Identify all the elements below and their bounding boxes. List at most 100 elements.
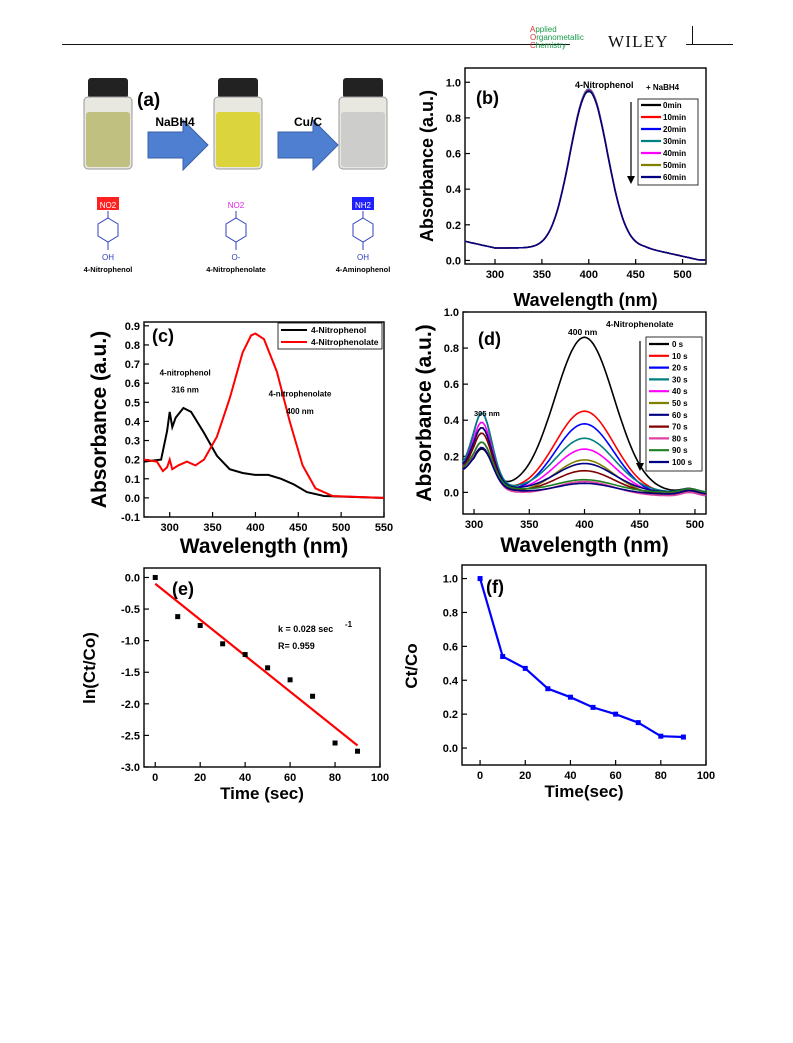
y-tick-label: 1.0 <box>443 574 458 586</box>
panel-e: 0 20 40 60 80 100 0.0 -0.5 -1.0 -1.5 -2.0 -2.5 -3.0 T… <box>80 567 389 803</box>
benzene-ring <box>352 217 374 243</box>
vial-liquid <box>86 112 130 167</box>
x-axis-label: Wavelength (nm) <box>500 534 668 557</box>
data-point <box>287 677 293 683</box>
data-point <box>332 740 338 746</box>
journal-word-2: rganometallic <box>536 33 584 42</box>
x-tick-label: 20 <box>194 772 206 784</box>
x-tick-label: 550 <box>375 522 393 534</box>
regression-annotation: R= 0.959 <box>278 641 315 651</box>
y-tick-label: -1.0 <box>121 636 140 648</box>
y-tick-label: 0.2 <box>444 451 459 463</box>
y-tick-label: -2.5 <box>121 730 140 742</box>
x-tick-label: 500 <box>673 269 691 281</box>
x-axis-label: Time (sec) <box>220 784 304 803</box>
x-tick-label: 80 <box>655 770 667 782</box>
compound-name: 4-Nitrophenolate <box>206 265 266 274</box>
y-tick-label: 0.0 <box>125 572 140 584</box>
panel-d-annotation: 4-Nitrophenolate <box>606 319 674 329</box>
bottom-group-label: OH <box>102 253 114 262</box>
y-tick-label: 0.3 <box>125 436 140 448</box>
y-tick-label: 0.6 <box>125 378 140 390</box>
header-rule <box>62 44 570 45</box>
functional-group-highlight <box>97 197 119 210</box>
benzene-ring <box>97 217 119 243</box>
y-tick-label: -3.0 <box>121 762 140 774</box>
x-tick-label: 0 <box>152 772 158 784</box>
x-axis-label: Wavelength (nm) <box>180 535 348 558</box>
data-point <box>310 693 316 699</box>
bottom-group-label: O- <box>232 253 241 262</box>
panel-c: 300 350 400 450 500 550 -0.1 0.0 0.1 0.2 0.3 0.4 0.5… <box>88 321 393 558</box>
data-point <box>477 576 483 582</box>
data-point <box>658 733 664 739</box>
panel-e-label: (e) <box>172 579 194 599</box>
y-tick-label: 0.1 <box>125 474 140 486</box>
plot-frame <box>143 321 385 518</box>
journal-name: Applied Organometallic Chemistry <box>530 26 584 50</box>
vial-liquid <box>341 112 385 167</box>
fit-line <box>154 582 359 747</box>
y-tick-label: 0.2 <box>446 220 461 232</box>
bottom-group-label: OH <box>357 253 369 262</box>
data-point <box>680 734 686 740</box>
legend-label: 80 s <box>672 434 688 443</box>
x-tick-label: 0 <box>477 770 483 782</box>
data-point <box>175 614 181 620</box>
y-tick-label: 0.0 <box>125 493 140 505</box>
spectrum-line <box>143 332 385 499</box>
legend-label: 50min <box>663 161 686 170</box>
vial-cap <box>343 78 383 98</box>
legend-label: 50 s <box>672 399 688 408</box>
y-axis-label: Absorbance (a.u.) <box>413 324 436 501</box>
y-tick-label: 0.2 <box>443 709 458 721</box>
x-axis-label: Time(sec) <box>544 782 623 801</box>
y-tick-label: 0.4 <box>443 675 459 687</box>
y-tick-label: 0.6 <box>446 149 461 161</box>
peak-annotation: 316 nm <box>171 386 199 395</box>
spectrum-line <box>462 446 707 495</box>
legend-label: 30min <box>663 137 686 146</box>
journal-initial-o: O <box>530 33 537 42</box>
legend-label: 40min <box>663 149 686 158</box>
reagent-label-2: Cu/C <box>294 115 322 129</box>
y-tick-label: 0.6 <box>443 641 458 653</box>
peak-annotation: 4-nitrophenol <box>160 369 211 378</box>
x-tick-label: 350 <box>520 519 538 531</box>
legend-label: 100 s <box>672 458 693 467</box>
top-group-label: NO2 <box>228 201 245 210</box>
x-tick-label: 400 <box>246 522 264 534</box>
y-tick-label: -2.0 <box>121 699 140 711</box>
legend-label: 0min <box>663 101 682 110</box>
panel-b-annotation: 4-Nitrophenol <box>575 80 634 90</box>
legend-label: 60min <box>663 173 686 182</box>
panel-f-label: (f) <box>486 577 504 597</box>
y-tick-label: 1.0 <box>444 307 459 319</box>
y-tick-label: 0.4 <box>125 416 141 428</box>
rate-constant-annotation: k = 0.028 sec <box>278 624 333 634</box>
x-tick-label: 450 <box>626 269 644 281</box>
reaction-arrow-2 <box>277 118 339 172</box>
data-point <box>522 665 528 671</box>
panel-a-label: (a) <box>137 90 160 111</box>
data-point <box>635 720 641 726</box>
y-tick-label: 0.0 <box>443 743 458 755</box>
x-tick-label: 350 <box>203 522 221 534</box>
top-group-label: NH2 <box>355 201 372 210</box>
y-tick-label: 0.8 <box>446 113 461 125</box>
y-axis-label: Ct/Co <box>402 643 421 688</box>
x-axis-label: Wavelength (nm) <box>513 290 657 310</box>
y-tick-label: 0.8 <box>443 607 458 619</box>
legend-label: 40 s <box>672 387 688 396</box>
legend-label: 10 s <box>672 352 688 361</box>
time-arrow-head <box>636 463 644 471</box>
vial-cap <box>218 78 258 98</box>
peak-annotation: 400 nm <box>568 327 598 337</box>
data-point <box>355 748 361 754</box>
panel-b-label: (b) <box>476 88 499 108</box>
data-point <box>152 574 158 580</box>
x-tick-label: 100 <box>697 770 715 782</box>
shoulder-annotation: 305 nm <box>474 409 500 418</box>
y-tick-label: 0.7 <box>125 359 140 371</box>
x-tick-label: 60 <box>610 770 622 782</box>
